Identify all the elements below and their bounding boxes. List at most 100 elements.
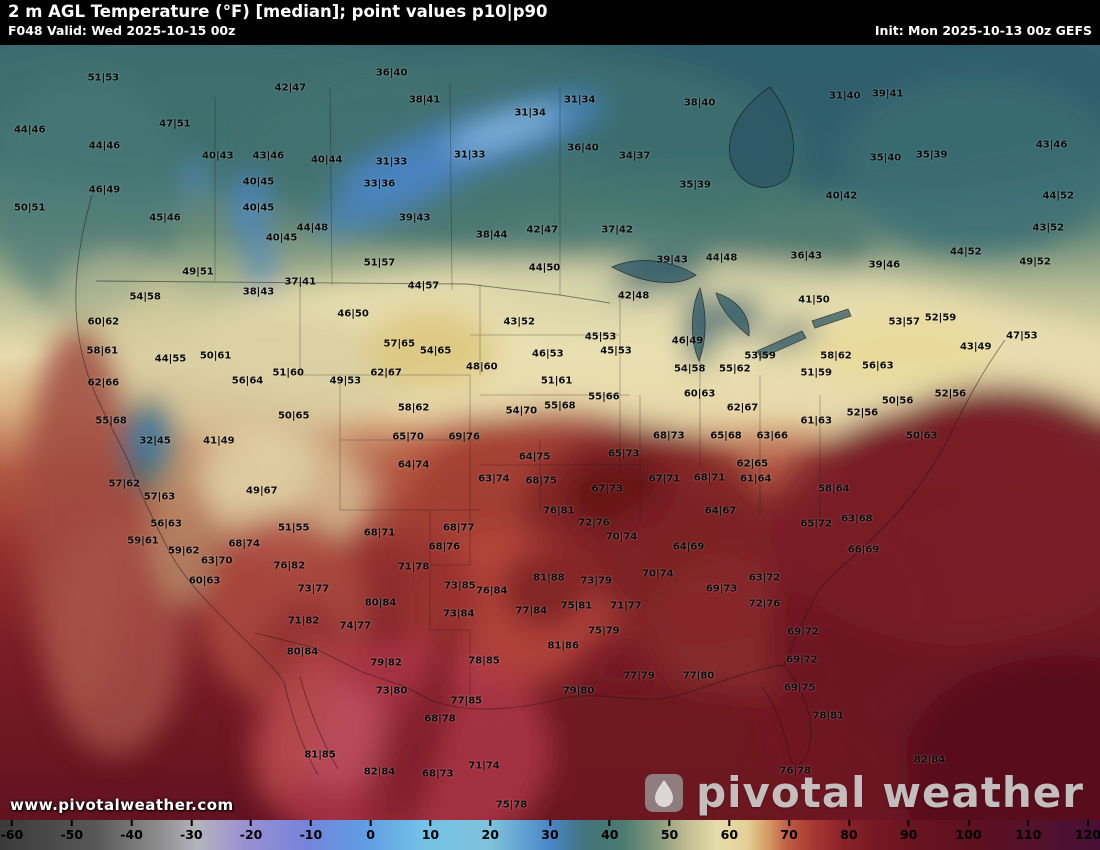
point-value: 75|79 xyxy=(588,625,620,637)
point-value: 52|59 xyxy=(924,312,957,324)
point-value: 60|62 xyxy=(87,316,120,328)
point-value: 81|88 xyxy=(533,572,565,584)
point-value: 44|48 xyxy=(296,222,329,234)
point-value: 40|45 xyxy=(242,176,275,188)
map-area[interactable]: 51|53 42|47 36|40 38|41 31|34 31|34 38|40 31|40… xyxy=(0,45,1100,820)
point-value: 68|76 xyxy=(428,541,461,553)
point-value: 46|49 xyxy=(88,184,121,196)
point-value: 64|75 xyxy=(518,451,551,463)
point-value: 46|50 xyxy=(337,308,369,320)
point-value: 61|63 xyxy=(800,415,832,427)
point-value: 63|68 xyxy=(841,513,873,525)
point-value: 69|72 xyxy=(787,626,819,638)
point-value: 38|41 xyxy=(408,94,441,106)
point-value: 36|40 xyxy=(375,67,408,79)
point-value: 42|47 xyxy=(274,82,307,94)
point-value: 74|77 xyxy=(339,620,372,632)
point-value: 51|55 xyxy=(277,522,310,534)
point-value: 81|85 xyxy=(304,749,336,761)
point-value: 59|61 xyxy=(127,535,159,547)
colorbar-tick: -40 xyxy=(120,820,143,842)
point-value: 78|85 xyxy=(468,655,500,667)
colorbar-tick: 70 xyxy=(780,820,798,842)
point-value: 82|84 xyxy=(363,766,396,778)
colorbar-tick: 110 xyxy=(1015,820,1041,842)
point-value: 40|43 xyxy=(202,150,234,162)
lakes xyxy=(611,86,852,363)
watermark: www.pivotalweather.com xyxy=(10,796,234,814)
point-value: 68|77 xyxy=(442,522,475,534)
point-value: 59|62 xyxy=(167,545,200,557)
point-value: 78|81 xyxy=(812,710,845,722)
point-value: 34|37 xyxy=(618,150,651,162)
point-value: 70|74 xyxy=(642,568,674,580)
point-value: 62|67 xyxy=(370,367,402,379)
point-value: 32|45 xyxy=(139,435,171,447)
point-value: 40|45 xyxy=(265,232,298,244)
point-value: 63|70 xyxy=(200,555,233,567)
point-value: 39|43 xyxy=(656,254,688,266)
point-value: 52|56 xyxy=(846,407,879,419)
point-value: 31|33 xyxy=(453,149,486,161)
point-value: 68|78 xyxy=(424,713,456,725)
point-value: 56|63 xyxy=(150,518,182,530)
point-value: 49|67 xyxy=(246,485,278,497)
point-value: 65|72 xyxy=(800,518,832,530)
point-value: 50|65 xyxy=(277,410,310,422)
point-value: 69|75 xyxy=(783,682,816,694)
point-value: 68|75 xyxy=(525,475,557,487)
colorbar-tick: 40 xyxy=(601,820,618,842)
valid-time-label: F048 Valid: Wed 2025-10-15 00z xyxy=(8,23,236,38)
point-value: 36|43 xyxy=(790,250,823,262)
point-value: 62|65 xyxy=(736,458,769,470)
point-value: 69|76 xyxy=(448,431,480,443)
point-value: 75|78 xyxy=(495,799,528,811)
point-value: 73|79 xyxy=(580,575,612,587)
point-value: 44|52 xyxy=(950,246,982,258)
colorbar-tick: 20 xyxy=(482,820,499,842)
point-value: 65|73 xyxy=(607,448,640,460)
point-value: 43|52 xyxy=(503,316,535,328)
colorbar-tick: 0 xyxy=(366,820,375,842)
point-value: 35|39 xyxy=(679,179,711,191)
point-value: 65|70 xyxy=(392,431,424,443)
point-value: 55|68 xyxy=(95,415,127,427)
point-value: 77|84 xyxy=(515,605,548,617)
colorbar-tick: 90 xyxy=(900,820,917,842)
point-value: 36|40 xyxy=(567,142,599,154)
point-value: 64|74 xyxy=(397,459,430,471)
point-value: 50|56 xyxy=(881,395,914,407)
point-value: 49|53 xyxy=(329,375,362,387)
point-value: 54|70 xyxy=(505,405,538,417)
point-value: 57|65 xyxy=(383,338,416,350)
point-value: 42|48 xyxy=(617,290,650,302)
point-value: 63|72 xyxy=(748,572,781,584)
point-value: 33|36 xyxy=(363,178,396,190)
points-layer: 51|53 42|47 36|40 38|41 31|34 31|34 38|40 31|40… xyxy=(0,45,1100,820)
point-value: 50|61 xyxy=(199,350,232,362)
point-value: 76|84 xyxy=(475,585,508,597)
point-value: 45|46 xyxy=(149,212,181,224)
point-value: 71|78 xyxy=(397,561,430,573)
point-value: 50|63 xyxy=(906,430,938,442)
point-value: 73|85 xyxy=(444,580,476,592)
point-value: 58|62 xyxy=(397,402,430,414)
point-value: 46|53 xyxy=(532,348,564,360)
point-value: 35|40 xyxy=(869,152,902,164)
point-value: 54|58 xyxy=(673,363,706,375)
colorbar-tick: -50 xyxy=(60,820,83,842)
point-value: 73|84 xyxy=(442,608,475,620)
point-value: 73|80 xyxy=(375,685,408,697)
logo-text: pivotal weather xyxy=(696,768,1084,817)
point-value: 60|63 xyxy=(188,575,221,587)
colorbar-tick: 120 xyxy=(1075,820,1100,842)
point-value: 47|53 xyxy=(1006,330,1038,342)
colorbar-tick: 60 xyxy=(721,820,738,842)
point-value: 68|71 xyxy=(693,472,726,484)
point-value: 44|55 xyxy=(154,353,187,365)
point-value: 44|52 xyxy=(1042,190,1074,202)
point-value: 81|86 xyxy=(547,640,579,652)
point-value: 31|40 xyxy=(829,90,861,102)
point-value: 49|51 xyxy=(182,266,214,278)
point-value: 48|60 xyxy=(466,361,498,373)
